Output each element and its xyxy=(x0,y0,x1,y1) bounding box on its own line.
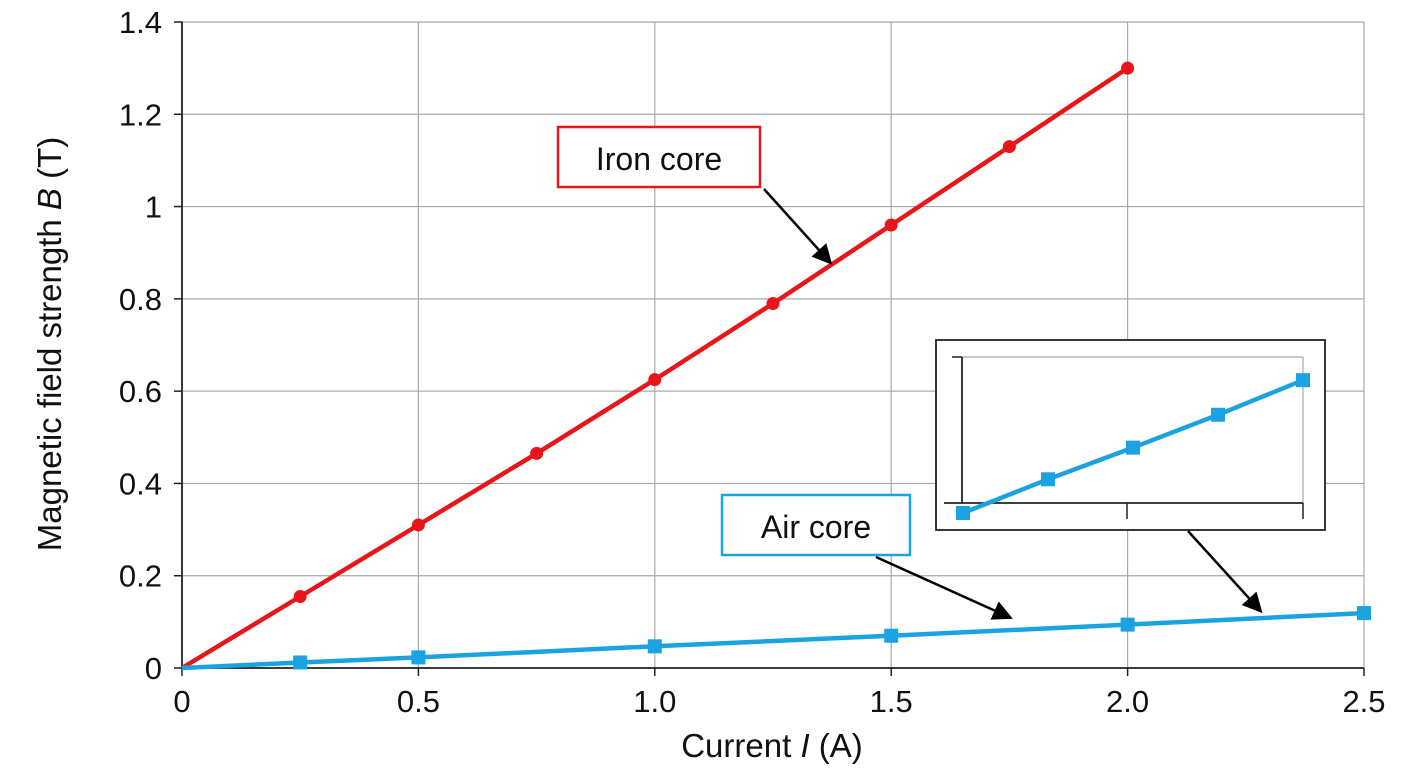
x-axis-title-text: Current xyxy=(681,727,800,764)
data-point xyxy=(1002,140,1016,154)
data-point xyxy=(411,518,425,532)
data-point xyxy=(1357,606,1371,621)
inset-data-point xyxy=(1211,407,1225,422)
y-axis-title: Magnetic field strength B (T) xyxy=(31,137,68,552)
series-iron-core xyxy=(180,61,1135,670)
annotations: Iron core Air core xyxy=(556,125,1013,620)
inset-data-point xyxy=(956,506,970,520)
x-axis-title-unit: (A) xyxy=(810,727,863,764)
data-point xyxy=(411,650,426,665)
x-tick-label: 1.5 xyxy=(870,684,913,719)
x-tick-label: 1.0 xyxy=(633,684,676,719)
y-axis-title-text: Magnetic field strength xyxy=(31,210,68,551)
series-group xyxy=(180,61,1371,671)
annotation-box xyxy=(556,125,762,189)
annotation-iron-core: Iron core xyxy=(556,125,833,265)
x-tick-label: 2.0 xyxy=(1106,684,1149,719)
data-point xyxy=(293,589,307,603)
annotation-arrow xyxy=(875,555,1013,620)
y-tick-label: 0.4 xyxy=(119,466,162,501)
inset-arrow xyxy=(1187,530,1263,614)
x-tick-label: 0 xyxy=(173,684,190,719)
series-line xyxy=(181,610,1365,671)
annotation-arrow xyxy=(763,188,833,265)
x-tick-label: 0.5 xyxy=(397,684,440,719)
x-axis-title: Current I (A) xyxy=(681,727,863,764)
data-point xyxy=(1120,617,1135,632)
y-axis-title-unit: (T) xyxy=(31,137,68,188)
data-point xyxy=(884,628,899,643)
y-tick-label: 1.4 xyxy=(119,5,162,40)
series-air-core xyxy=(181,606,1371,671)
data-point xyxy=(1121,61,1135,75)
x-tick-labels: 0 0.5 1.0 1.5 2.0 2.5 xyxy=(173,684,1385,719)
y-tick-labels: 0 0.2 0.4 0.6 0.8 1 1.2 1.4 xyxy=(119,5,162,686)
inset-data-point xyxy=(1041,472,1055,487)
annotation-label: Iron core xyxy=(596,141,722,177)
data-point xyxy=(293,655,308,670)
annotation-box xyxy=(720,493,912,557)
y-tick-label: 0 xyxy=(145,651,162,686)
x-axis-title-variable: I xyxy=(800,727,809,764)
annotation-label: Air core xyxy=(761,509,871,545)
y-tick-label: 0.2 xyxy=(119,559,162,594)
inset-data-point xyxy=(1126,440,1140,455)
data-point xyxy=(530,446,544,460)
y-axis-title-variable: B xyxy=(31,188,68,210)
data-point xyxy=(884,218,898,232)
data-point xyxy=(766,296,780,310)
inset-data-point xyxy=(1296,373,1310,388)
axes xyxy=(174,21,1365,676)
y-tick-label: 0.6 xyxy=(119,374,162,409)
data-point xyxy=(648,373,662,387)
x-tick-label: 2.5 xyxy=(1342,684,1385,719)
annotation-air-core: Air core xyxy=(720,493,1013,620)
y-tick-label: 0.8 xyxy=(119,282,162,317)
y-tick-label: 1.2 xyxy=(119,97,162,132)
y-tick-label: 1 xyxy=(145,190,162,225)
inset xyxy=(935,339,1326,614)
data-point xyxy=(647,639,662,654)
